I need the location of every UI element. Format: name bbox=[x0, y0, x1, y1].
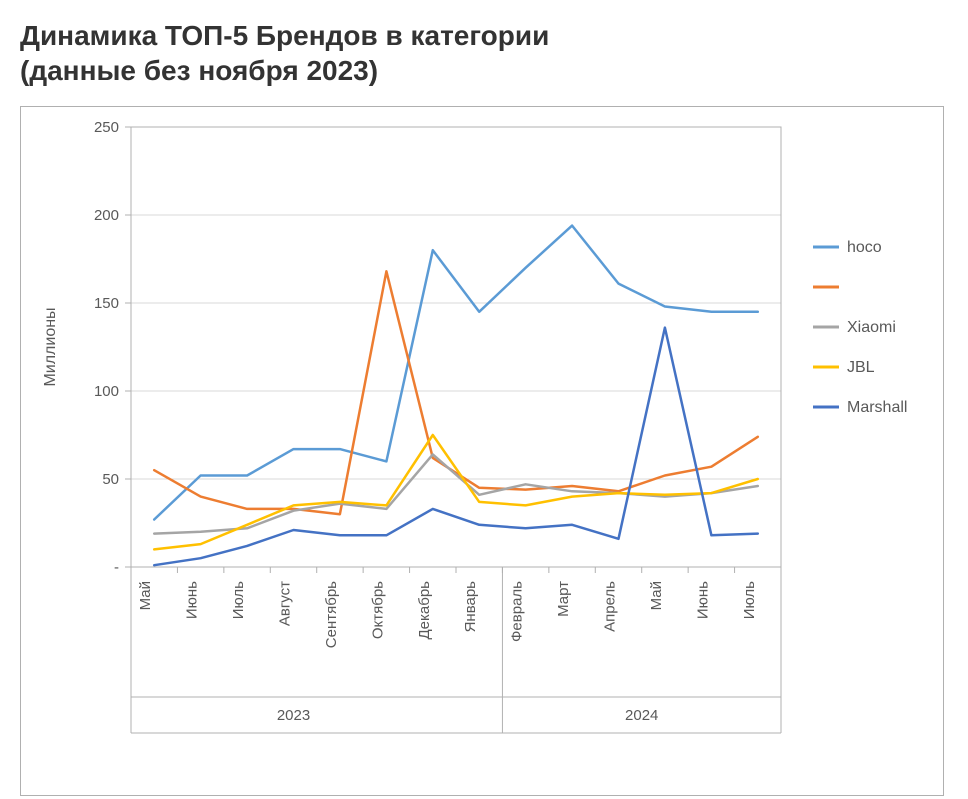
y-tick-label: 100 bbox=[94, 383, 119, 400]
x-year-label: 2024 bbox=[625, 707, 658, 724]
line-chart: - 50 100 150 200 250 Май Июнь Июль Август Сентябрь… bbox=[21, 107, 943, 795]
x-category-label: Июль bbox=[230, 581, 247, 619]
legend-label: Marshall bbox=[847, 399, 907, 416]
chart-title: Динамика ТОП-5 Брендов в категории (данн… bbox=[20, 18, 948, 88]
x-category-label: Сентябрь bbox=[323, 581, 340, 648]
x-category-label: Май bbox=[137, 581, 154, 610]
legend-label: hoco bbox=[847, 239, 882, 256]
x-category-label: Октябрь bbox=[369, 581, 386, 639]
title-line-1: Динамика ТОП-5 Брендов в категории bbox=[20, 20, 549, 51]
x-category-label: Июнь bbox=[184, 581, 201, 619]
title-line-2: (данные без ноября 2023) bbox=[20, 55, 378, 86]
y-tick-label: 200 bbox=[94, 207, 119, 224]
legend-label: Xiaomi bbox=[847, 319, 896, 336]
x-category-label: Февраль bbox=[509, 581, 526, 642]
chart-container: - 50 100 150 200 250 Май Июнь Июль Август Сентябрь… bbox=[20, 106, 944, 796]
y-axis-title: Миллионы bbox=[42, 307, 59, 386]
x-category-label: Декабрь bbox=[416, 581, 433, 640]
x-category-label: Май bbox=[648, 581, 665, 610]
y-tick-label: 150 bbox=[94, 295, 119, 312]
plot-border bbox=[131, 127, 781, 567]
y-tick-label: - bbox=[114, 559, 119, 576]
legend-label: JBL bbox=[847, 359, 875, 376]
x-category-label: Июль bbox=[741, 581, 758, 619]
x-category-label: Июнь bbox=[694, 581, 711, 619]
x-category-label: Январь bbox=[462, 581, 479, 633]
x-year-label: 2023 bbox=[277, 707, 310, 724]
series-line bbox=[154, 435, 758, 549]
y-tick-label: 50 bbox=[102, 471, 119, 488]
x-category-label: Апрель bbox=[602, 581, 619, 632]
y-tick-label: 250 bbox=[94, 119, 119, 136]
x-category-label: Август bbox=[277, 581, 294, 626]
x-category-label: Март bbox=[555, 581, 572, 617]
